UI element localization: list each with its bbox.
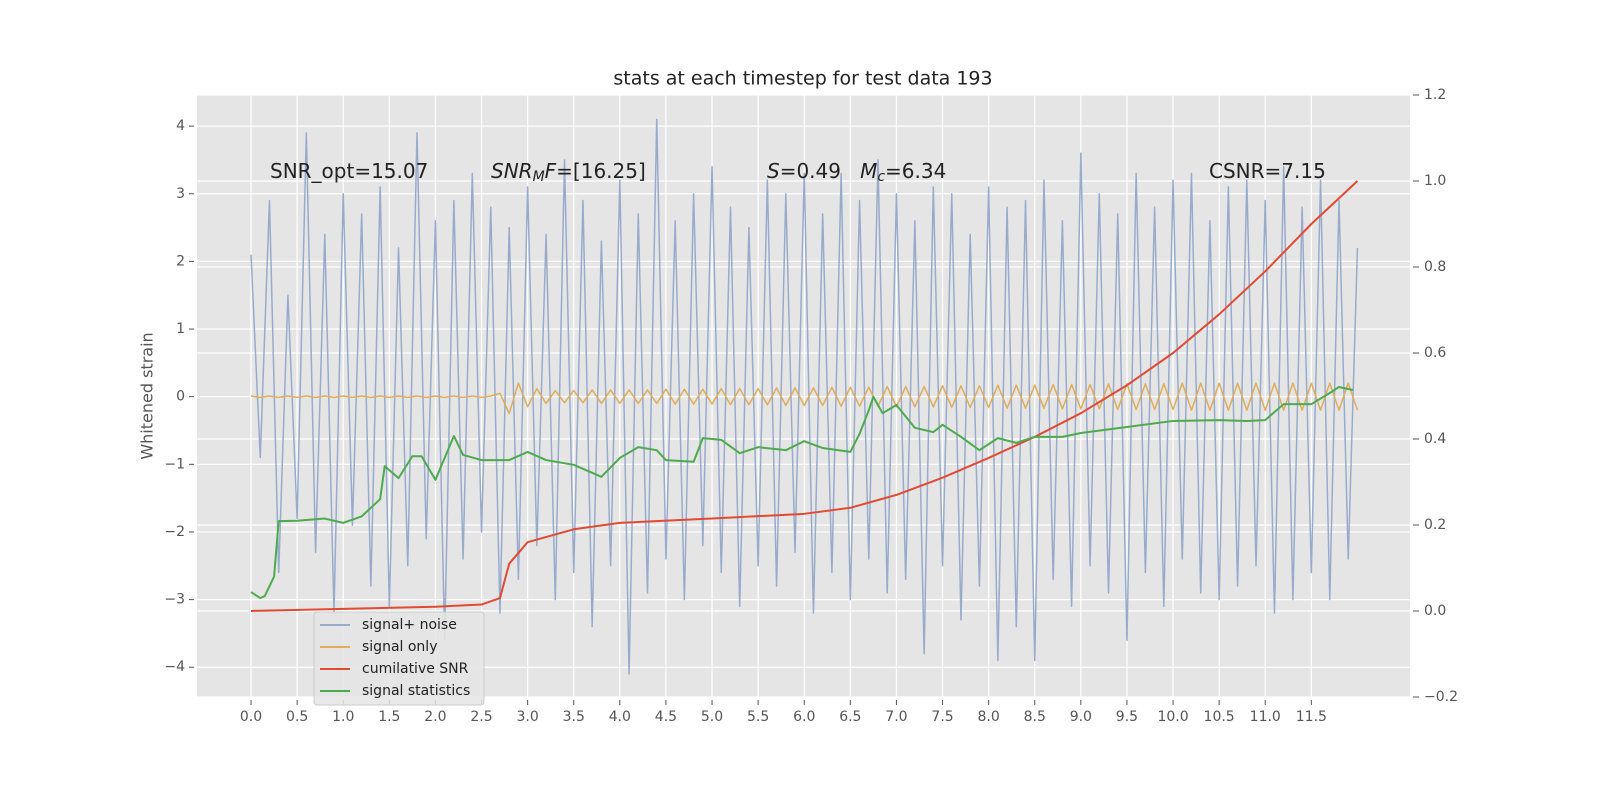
annotation-part: =6.34 xyxy=(885,159,946,183)
legend-label: signal statistics xyxy=(362,683,470,699)
y-axis-label: Whitened strain xyxy=(138,332,157,459)
x-tick-label: 3.5 xyxy=(563,709,585,725)
y-tick-label: −1 xyxy=(164,456,185,472)
y-tick-label: 2 xyxy=(176,253,185,269)
x-tick-label: 6.5 xyxy=(839,709,861,725)
x-tick-label: 2.5 xyxy=(470,709,492,725)
x-tick-label: 0.5 xyxy=(286,709,308,725)
y2-tick-label: 0.0 xyxy=(1424,603,1446,619)
y-tick-label: 1 xyxy=(176,321,185,337)
x-tick-label: 1.5 xyxy=(378,709,400,725)
x-tick-label: 4.5 xyxy=(655,709,677,725)
x-tick-label: 0.0 xyxy=(240,709,262,725)
legend-label: signal+ noise xyxy=(362,617,457,633)
x-tick-label: 8.0 xyxy=(978,709,1000,725)
y-tick-label: 3 xyxy=(176,186,185,202)
annotation: CSNR=7.15 xyxy=(1209,159,1326,183)
grid xyxy=(197,94,1410,698)
marks xyxy=(250,118,1359,675)
series-line xyxy=(250,385,1354,600)
series-line xyxy=(250,118,1359,675)
x-tick-label: 10.5 xyxy=(1204,709,1235,725)
series-line xyxy=(251,180,1359,612)
annotation-part: F xyxy=(545,159,557,183)
x-tick-label: 1.0 xyxy=(332,709,354,725)
x-tick-label: 8.5 xyxy=(1024,709,1046,725)
annotation-part: CSNR=7.15 xyxy=(1209,159,1326,183)
x-tick-label: 7.5 xyxy=(931,709,953,725)
annotation: S=0.49 Mc=6.34 xyxy=(767,159,946,186)
legend-box xyxy=(313,611,485,706)
overlay: −4 −3 −2 −1 0 1 2 3 4 −0.2 0.0 0.2 0.4 0.6 0.8 1.0 1.2 0.… xyxy=(164,87,1458,725)
chart-title: stats at each timestep for test data 193 xyxy=(613,68,992,90)
x-tick-label: 3.0 xyxy=(517,709,539,725)
y-tick-label: −2 xyxy=(164,524,185,540)
y-tick-label: −3 xyxy=(164,592,185,608)
annotation-part: M xyxy=(533,169,545,185)
annotation-part: =[16.25] xyxy=(556,159,646,183)
annotation-part: S xyxy=(767,159,780,183)
x-tick-label: 10.0 xyxy=(1157,709,1188,725)
legend-label: cumilative SNR xyxy=(362,661,469,677)
x-tick-label: 9.5 xyxy=(1116,709,1138,725)
annotation-part: =0.49 xyxy=(780,159,860,183)
legend-label: signal only xyxy=(362,639,437,655)
x-tick-label: 4.0 xyxy=(609,709,631,725)
y2-tick-label: 0.2 xyxy=(1424,517,1446,533)
x-tick-label: 5.0 xyxy=(701,709,723,725)
annotation-part: SNR xyxy=(491,159,533,183)
x-tick-label: 5.5 xyxy=(747,709,769,725)
y2-tick-label: 0.4 xyxy=(1424,431,1446,447)
y2-tick-label: 1.2 xyxy=(1424,87,1446,103)
y2-tick-label: −0.2 xyxy=(1424,689,1458,705)
y-tick-label: −4 xyxy=(164,659,185,675)
y-tick-label: 4 xyxy=(176,118,185,134)
series-line xyxy=(250,382,1359,415)
y2-tick-label: 0.8 xyxy=(1424,259,1446,275)
y2-tick-label: 0.6 xyxy=(1424,345,1446,361)
y2-tick-label: 1.0 xyxy=(1424,173,1446,189)
y-tick-label: 0 xyxy=(176,389,185,405)
x-tick-label: 11.5 xyxy=(1296,709,1327,725)
annotation: SNR_opt=15.07 xyxy=(270,159,428,183)
x-tick-label: 7.0 xyxy=(885,709,907,725)
x-tick-label: 9.0 xyxy=(1070,709,1092,725)
annotation-part: M xyxy=(860,159,877,183)
annotation-part: SNR_opt=15.07 xyxy=(270,159,428,183)
x-tick-label: 6.0 xyxy=(793,709,815,725)
annotation: SNRMF=[16.25] xyxy=(491,159,646,186)
x-tick-label: 11.0 xyxy=(1250,709,1281,725)
annotation-part: c xyxy=(877,169,885,185)
x-tick-label: 2.0 xyxy=(424,709,446,725)
